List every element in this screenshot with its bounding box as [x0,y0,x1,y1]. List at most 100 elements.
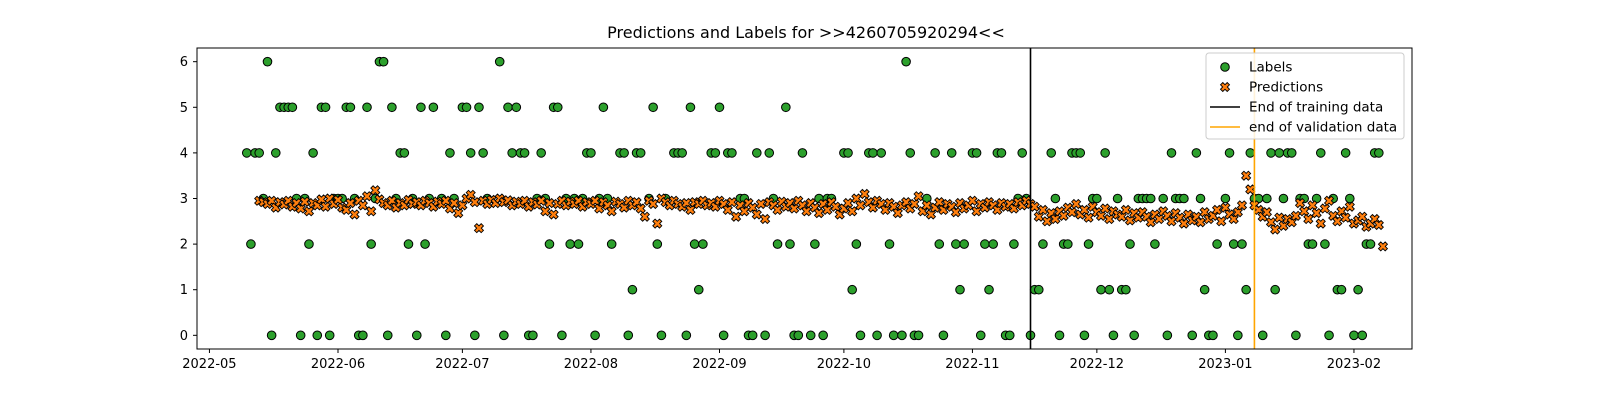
label-point [1320,239,1330,249]
label-point [855,330,866,341]
label-point [714,102,725,113]
label-point [988,239,998,249]
prediction-point [1261,207,1272,218]
prediction-point [473,223,485,234]
label-point [1220,193,1231,204]
prediction-point [1050,213,1061,225]
label-point [1245,148,1256,158]
prediction-point [357,200,369,211]
label-point [1365,239,1376,249]
prediction-point [892,207,903,219]
label-point [262,56,273,67]
label-point [411,330,422,341]
prediction-point [1041,216,1053,227]
label-point [718,330,729,341]
prediction-point [950,207,961,218]
prediction-point [913,191,924,202]
label-point [1063,239,1073,249]
label-point [465,148,476,158]
label-point [494,56,505,67]
label-point [1050,193,1061,204]
label-point [1187,330,1198,341]
label-point [416,102,426,113]
label-point [1033,284,1044,295]
prediction-point [1323,195,1335,206]
label-point [1208,330,1218,341]
label-point [1237,239,1247,249]
prediction-point [1377,241,1389,252]
label-point [868,148,878,158]
label-point [1191,148,1202,158]
prediction-point [1120,204,1132,216]
label-point [760,330,770,341]
prediction-point [1307,200,1318,211]
label-point [656,330,667,341]
label-point [1158,193,1168,204]
label-point [1224,148,1235,158]
label-point [1104,284,1115,295]
prediction-point [469,197,480,208]
x-tick-label: 2022-10 [817,357,871,372]
label-point [805,330,816,341]
label-point [470,330,480,341]
label-point [507,148,517,158]
prediction-point [971,206,982,217]
label-point [428,102,439,113]
label-point [1270,284,1280,295]
label-point [984,284,994,295]
x-tick-label: 2023-02 [1327,357,1381,372]
label-point [304,239,314,249]
label-point [1145,193,1156,204]
prediction-point [685,204,696,216]
legend-training-text: End of training data [1249,100,1383,116]
label-point [876,148,887,158]
prediction-point [1216,216,1227,227]
prediction-point [366,206,377,217]
prediction-point [772,204,783,216]
prediction-point [755,198,767,210]
label-point [536,148,546,158]
prediction-point [299,196,310,207]
label-point [1374,148,1384,158]
label-point [324,330,335,341]
label-point [888,330,899,341]
label-point [1075,148,1086,158]
label-point [308,148,318,158]
prediction-point [652,218,663,229]
y-tick-label: 1 [180,283,188,298]
label-point [420,239,430,249]
label-point [590,330,600,341]
label-point [1241,284,1251,295]
axes-frame: 0 1 2 3 4 5 6 2022-05 2022-06 2022-07 2022-08 2022-… [180,47,1413,372]
label-point [843,148,853,158]
prediction-point [1245,184,1256,195]
label-point [378,56,389,67]
label-point [1340,148,1351,158]
prediction-point [1340,212,1351,223]
label-point [818,330,828,341]
label-point [606,239,617,249]
label-point [1278,193,1289,204]
prediction-point [1344,201,1355,212]
prediction-point [345,197,356,209]
prediction-point [751,209,762,220]
label-point [797,148,808,158]
y-tick-label: 0 [180,329,188,344]
prediction-point [1124,215,1136,226]
label-point [403,239,414,249]
chart-title: Predictions and Labels for >>42607059202… [607,23,1005,42]
label-point [1291,330,1301,341]
label-point [689,239,700,249]
label-point [1108,330,1119,341]
prediction-point [453,207,464,219]
label-point [519,148,530,158]
prediction-point [830,201,841,212]
label-point [366,239,376,249]
prediction-point [1153,213,1165,225]
label-point [499,330,509,341]
label-point [951,239,961,249]
label-point [1257,330,1268,341]
label-point [980,239,990,249]
prediction-point [1079,204,1090,216]
